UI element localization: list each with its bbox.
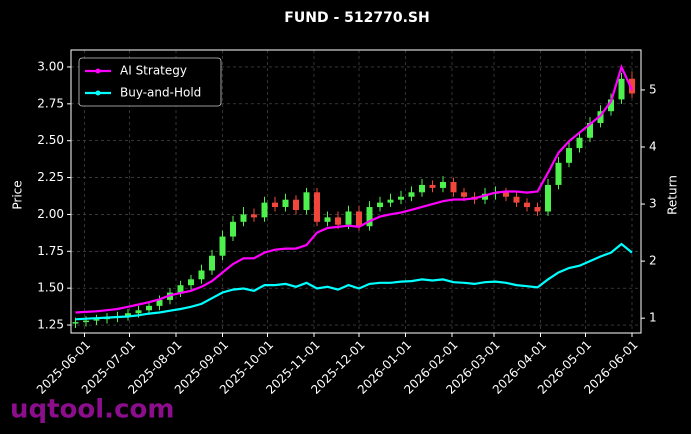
candle-body <box>146 305 152 311</box>
candle-body <box>608 99 614 112</box>
y-tick-label: 2.75 <box>37 96 64 110</box>
candle-body <box>282 199 289 208</box>
candle-body <box>408 192 415 197</box>
legend-box <box>78 57 222 107</box>
candle-body <box>303 192 310 211</box>
candle-body <box>188 279 194 286</box>
candle-body <box>450 181 457 193</box>
candle-body <box>555 162 562 185</box>
candle-body <box>272 202 278 208</box>
chart-title: FUND - 512770.SH <box>284 10 429 26</box>
candle-body <box>366 207 373 227</box>
candle-body <box>198 270 205 280</box>
y-tick-label: 3.00 <box>37 59 64 73</box>
candle-body <box>618 78 625 100</box>
candle-body <box>566 148 572 163</box>
legend-label: Buy-and-Hold <box>120 86 201 100</box>
candle-body <box>177 285 184 293</box>
y-tick-label: 2.00 <box>37 207 64 221</box>
candle-body <box>83 320 89 323</box>
legend-marker <box>95 68 101 74</box>
candle-body <box>429 184 436 188</box>
candle-body <box>398 196 404 200</box>
candle-body <box>377 202 383 208</box>
candle-body <box>293 199 299 211</box>
candle-body <box>251 214 257 218</box>
y2-tick-label: 4 <box>649 139 657 153</box>
legend-label: AI Strategy <box>120 64 187 78</box>
y-axis-label: Price <box>11 180 25 209</box>
y-tick-label: 1.50 <box>37 281 64 295</box>
candle-body <box>240 214 247 222</box>
candle-body <box>419 184 425 193</box>
candle-body <box>503 192 509 197</box>
candle-body <box>387 199 394 203</box>
candle-body <box>230 221 236 237</box>
candle-body <box>72 322 79 324</box>
plot-frame <box>70 49 642 334</box>
y-tick-label: 2.25 <box>37 170 64 184</box>
candle-body <box>482 193 488 200</box>
candle-body <box>93 319 100 321</box>
watermark: uqtool.com <box>10 395 174 425</box>
y2-tick-label: 3 <box>649 197 657 211</box>
candle-body <box>587 122 593 138</box>
y-tick-label: 1.25 <box>37 318 64 332</box>
candle-body <box>524 202 530 208</box>
candle-body <box>261 202 268 218</box>
candle-body <box>209 255 215 271</box>
candle-body <box>324 217 331 222</box>
series-line <box>75 64 633 314</box>
candle-body <box>314 192 320 222</box>
candle-body <box>335 217 341 225</box>
legend-marker <box>95 90 101 96</box>
candle-body <box>534 207 541 212</box>
candle-body <box>597 111 604 123</box>
y-tick-label: 1.75 <box>37 244 64 258</box>
candle-body <box>513 196 520 203</box>
y2-tick-label: 5 <box>649 82 657 96</box>
candle-body <box>440 181 446 188</box>
y2-tick-label: 1 <box>649 311 657 325</box>
y2-axis-label: Return <box>666 175 680 215</box>
y-tick-label: 2.50 <box>37 133 64 147</box>
candle-body <box>356 211 362 227</box>
candle-body <box>629 78 635 94</box>
candle-body <box>345 211 352 225</box>
series-line <box>75 242 633 321</box>
candle-body <box>135 310 142 314</box>
y2-tick-label: 2 <box>649 254 657 268</box>
candle-body <box>156 299 163 306</box>
candle-body <box>576 137 583 149</box>
candle-body <box>461 192 467 197</box>
candle-body <box>125 313 131 317</box>
candle-body <box>545 184 551 212</box>
candle-body <box>219 236 226 256</box>
